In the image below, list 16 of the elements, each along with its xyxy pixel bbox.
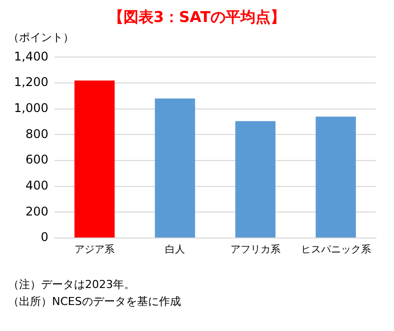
y-tick-label: 1,400: [14, 49, 48, 64]
text: （注）データは2023年。: [8, 277, 136, 293]
y-axis-title: （ポイント）: [8, 30, 75, 44]
y-tick-label: 600: [25, 152, 48, 167]
y-tick-label: 1,000: [14, 100, 48, 115]
x-tick-label: アフリカ系: [230, 244, 280, 256]
x-tick-label: アジア系: [74, 244, 115, 256]
x-tick-label: 白人: [164, 244, 185, 256]
chart-title: 【図表3：SATの平均点】: [108, 8, 286, 28]
y-tick-label: 800: [25, 126, 48, 141]
y-tick-label: 200: [25, 204, 48, 218]
y-tick-label: 1,200: [14, 75, 48, 90]
y-tick-label: 0: [40, 230, 48, 244]
y-tick-label: 400: [25, 178, 48, 192]
x-tick-label: ヒスパニック系: [300, 244, 371, 256]
text: （出所）NCESのデータを基に作成: [8, 294, 182, 310]
